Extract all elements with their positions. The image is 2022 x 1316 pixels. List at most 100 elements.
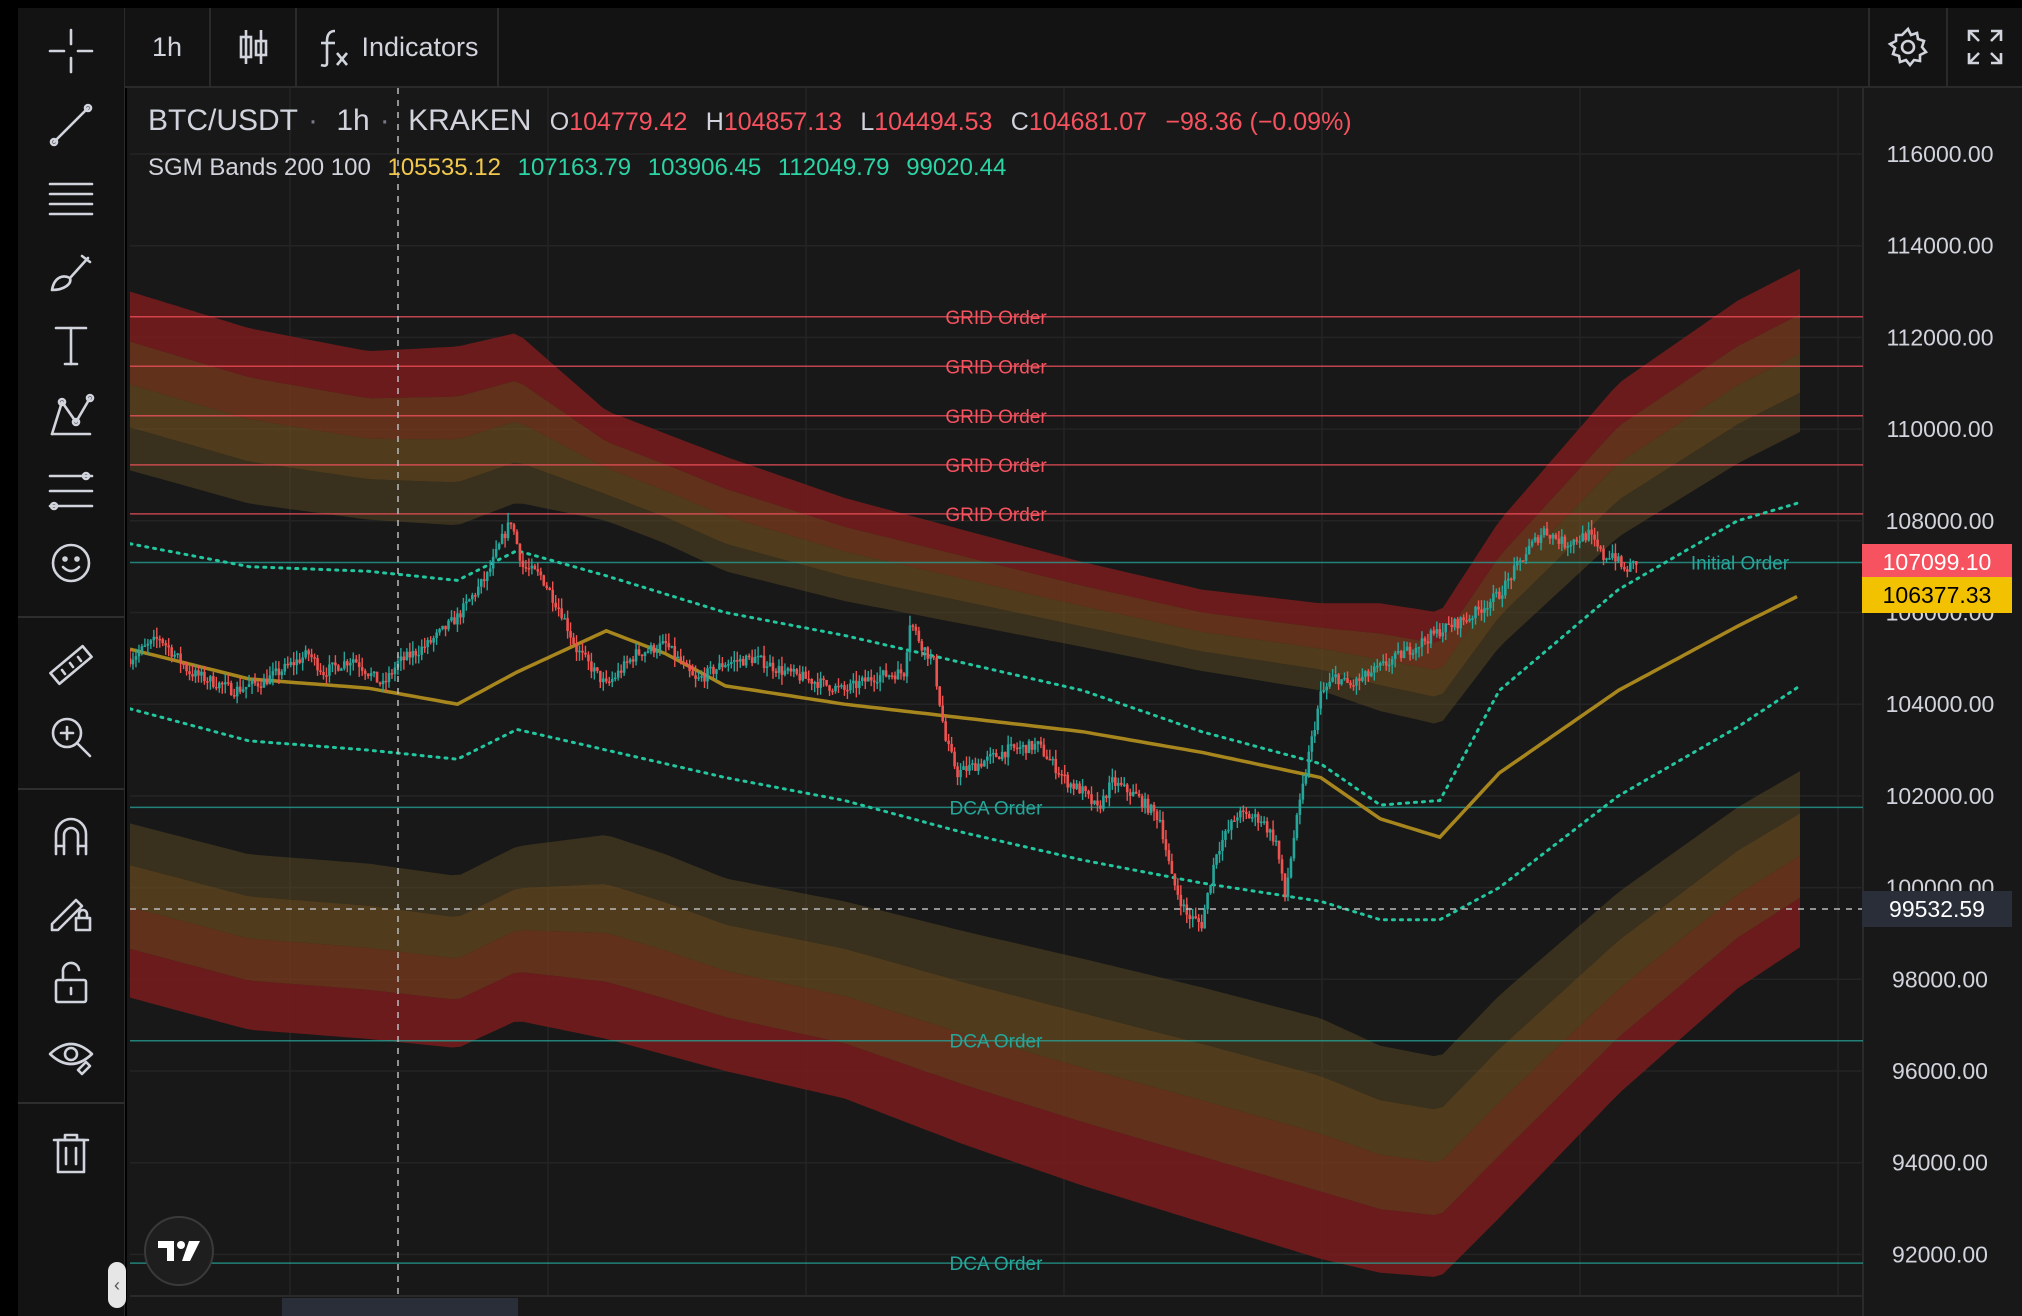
forecast-tool[interactable] bbox=[40, 462, 102, 520]
candle-body bbox=[1474, 606, 1477, 619]
brush-tool[interactable] bbox=[40, 244, 102, 302]
text-tool[interactable] bbox=[40, 316, 102, 374]
candle-body bbox=[1328, 681, 1331, 687]
candle-body bbox=[1506, 578, 1510, 581]
candle-body bbox=[1602, 548, 1605, 560]
candle-body bbox=[1349, 682, 1352, 686]
candle-body bbox=[1390, 659, 1394, 665]
candle-body bbox=[283, 663, 287, 672]
pattern-icon bbox=[50, 393, 95, 436]
candle-body bbox=[578, 650, 581, 653]
order-label: GRID Order bbox=[945, 456, 1047, 477]
candle-body bbox=[1012, 744, 1016, 748]
candle-body bbox=[718, 663, 721, 670]
candle-body bbox=[905, 652, 909, 677]
candle-body bbox=[1075, 783, 1078, 789]
candle-body bbox=[1393, 652, 1397, 660]
candle-body bbox=[1009, 744, 1013, 746]
candle-body bbox=[420, 646, 424, 655]
candle-body bbox=[569, 631, 572, 638]
candle-body bbox=[465, 601, 468, 604]
settings-button[interactable] bbox=[1870, 8, 1946, 86]
candle-body bbox=[1066, 774, 1070, 788]
order-label: DCA Order bbox=[950, 1254, 1044, 1275]
candle-body bbox=[616, 670, 620, 678]
candle-body bbox=[1236, 817, 1239, 821]
price-axis-label: 92000.00 bbox=[1892, 1241, 1988, 1267]
interval-button[interactable]: 1h bbox=[125, 8, 209, 86]
candle-body bbox=[881, 670, 885, 676]
candle-body bbox=[1256, 814, 1260, 823]
candle-body bbox=[438, 629, 441, 633]
scroll-handle[interactable]: ‹ bbox=[108, 1262, 126, 1308]
candle-body bbox=[712, 666, 715, 674]
candle-body bbox=[1414, 647, 1418, 654]
candle-body bbox=[378, 682, 382, 685]
open-value: 104779.42 bbox=[569, 108, 688, 136]
candle-body bbox=[488, 568, 492, 573]
candle-body bbox=[1515, 561, 1519, 566]
candle-body bbox=[1247, 813, 1251, 819]
candle-body bbox=[1245, 811, 1248, 814]
unlock-tool[interactable] bbox=[40, 954, 102, 1012]
toolbar-divider bbox=[1946, 8, 1948, 86]
candle-body bbox=[700, 676, 703, 678]
candle-body bbox=[250, 680, 254, 685]
candle-body bbox=[658, 643, 662, 651]
candle-body bbox=[628, 659, 632, 663]
candle-body bbox=[268, 675, 272, 685]
price-axis-background bbox=[1864, 88, 2022, 1316]
chart-type-button[interactable] bbox=[211, 8, 295, 86]
function-icon bbox=[321, 29, 349, 67]
candle-body bbox=[1152, 804, 1156, 812]
candle-body bbox=[1173, 873, 1177, 886]
ruler-tool[interactable] bbox=[40, 636, 102, 694]
candle-body bbox=[1250, 817, 1254, 819]
candle-body bbox=[1596, 539, 1599, 547]
candle-body bbox=[1170, 861, 1174, 874]
candle-body bbox=[1518, 560, 1522, 562]
candle-body bbox=[804, 671, 808, 679]
candle-body bbox=[366, 673, 370, 677]
candle-body bbox=[1027, 741, 1031, 754]
candle-body bbox=[1018, 747, 1022, 749]
candle-body bbox=[203, 671, 206, 682]
candle-body bbox=[1060, 774, 1064, 776]
candle-body bbox=[1051, 758, 1055, 761]
candle-body bbox=[724, 665, 727, 668]
indicator-legend[interactable]: SGM Bands 200 100 105535.12 107163.79 10… bbox=[148, 154, 1016, 182]
zoom-tool[interactable] bbox=[40, 708, 102, 766]
candle-body bbox=[244, 686, 248, 690]
candle-body bbox=[1450, 624, 1454, 628]
candle-body bbox=[1134, 791, 1138, 794]
lock-drawings-tool[interactable] bbox=[40, 880, 102, 938]
candle-body bbox=[414, 650, 418, 656]
candle-body bbox=[1081, 786, 1084, 794]
candle-body bbox=[256, 683, 260, 687]
hide-tool[interactable] bbox=[40, 1026, 102, 1084]
candle-body bbox=[1224, 830, 1227, 840]
candle-body bbox=[1623, 566, 1626, 570]
candle-body bbox=[423, 646, 427, 649]
horizontal-lines-tool[interactable] bbox=[40, 170, 102, 228]
candle-body bbox=[917, 630, 921, 642]
candle-body bbox=[694, 675, 697, 679]
pattern-tool[interactable] bbox=[40, 388, 102, 446]
candle-body bbox=[1611, 553, 1614, 559]
symbol-name[interactable]: BTC/USDT bbox=[148, 104, 298, 137]
candle-body bbox=[1280, 859, 1284, 874]
indicators-button[interactable]: Indicators bbox=[297, 8, 497, 86]
tradingview-logo[interactable] bbox=[144, 1216, 214, 1286]
indicator-lines bbox=[130, 501, 1799, 922]
crosshair-tool[interactable] bbox=[40, 22, 102, 80]
indicators-label: Indicators bbox=[361, 31, 479, 62]
candle-body bbox=[1253, 814, 1257, 818]
price-axis-label: 116000.00 bbox=[1886, 141, 1993, 167]
delete-tool[interactable] bbox=[40, 1124, 102, 1182]
candle-body bbox=[280, 671, 284, 676]
magnet-tool[interactable] bbox=[40, 808, 102, 866]
emoji-tool[interactable] bbox=[40, 534, 102, 592]
fullscreen-button[interactable] bbox=[1948, 8, 2022, 86]
trend-line-tool[interactable] bbox=[40, 96, 102, 154]
